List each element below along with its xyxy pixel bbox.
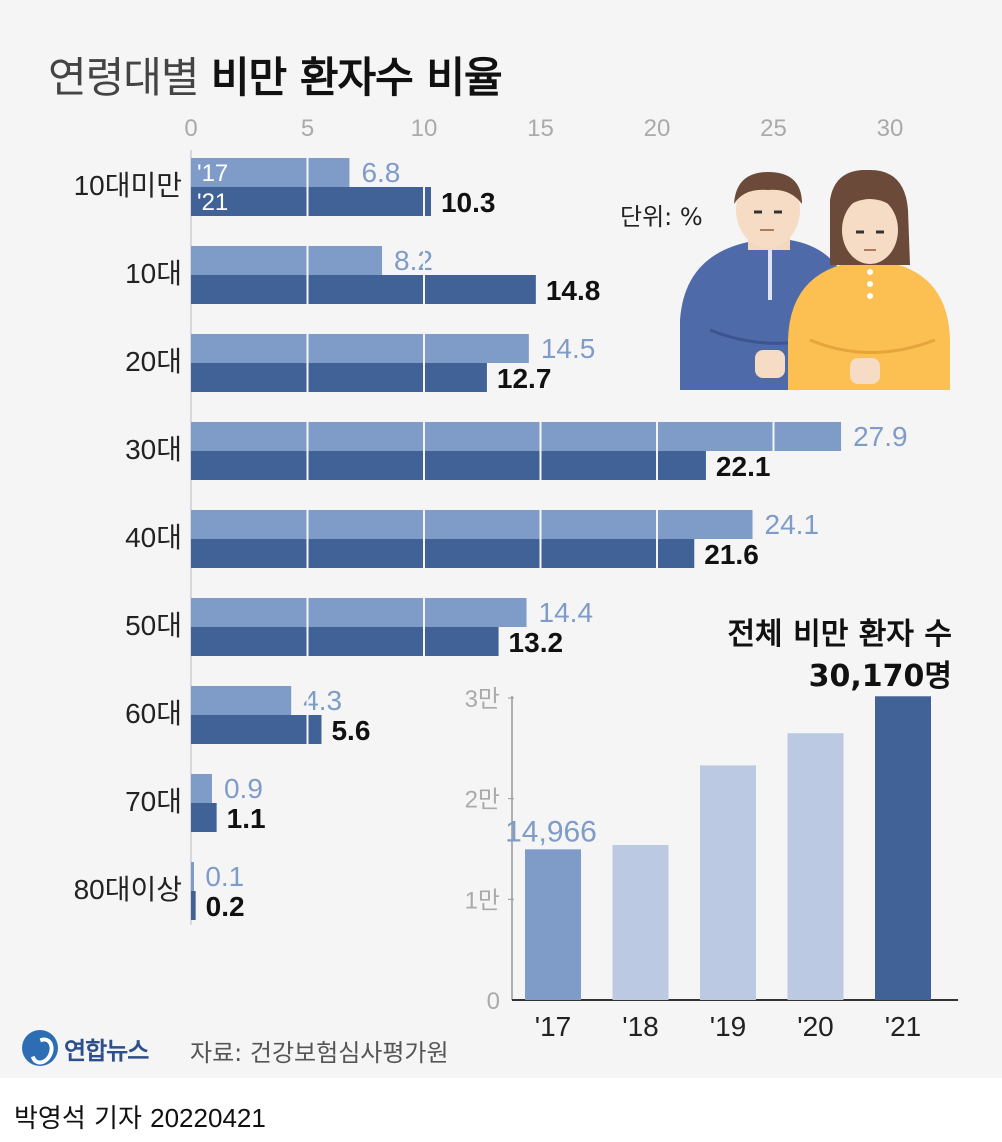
total-value-label: 30,170명	[808, 659, 952, 694]
total-bar	[612, 844, 669, 1000]
byline: 박영석 기자 20220421	[14, 1098, 266, 1135]
bar-21	[191, 187, 431, 216]
bar-17	[191, 158, 350, 187]
total-bar	[525, 849, 581, 1000]
logo-name: 연합뉴스	[64, 1036, 149, 1065]
x-tick-label: 5	[301, 115, 314, 142]
year-label: '17	[535, 1011, 572, 1042]
category-label: 20대	[125, 346, 182, 377]
bar-21	[191, 451, 706, 480]
publish-date: 20220421	[150, 1103, 266, 1133]
value-label-21: 0.2	[206, 891, 245, 922]
title-bold: 비만 환자수 비율	[210, 53, 503, 102]
yonhap-logo: 연합뉴스	[22, 1030, 149, 1066]
value-label-17: 14.5	[541, 333, 596, 364]
value-label-21: 12.7	[497, 363, 552, 394]
value-label-21: 22.1	[716, 451, 771, 482]
value-label-17: 4.3	[303, 685, 342, 716]
year-label: '21	[885, 1011, 922, 1042]
year-label: '18	[622, 1011, 659, 1042]
category-label: 10대	[125, 258, 182, 289]
bar-21	[191, 627, 499, 656]
people-illustration	[680, 170, 950, 390]
bar-17	[191, 598, 527, 627]
bar-21	[191, 539, 695, 568]
bar-17	[191, 246, 383, 275]
y-tick-label: 1만	[465, 887, 500, 914]
x-tick-label: 30	[877, 115, 904, 142]
x-tick-label: 20	[644, 115, 671, 142]
yonhap-logo-icon	[22, 1030, 58, 1066]
value-label-17: 0.9	[224, 773, 263, 804]
source-note: 자료: 건강보험심사평가원	[190, 1039, 449, 1067]
year-label: '19	[710, 1011, 747, 1042]
bar-17	[191, 686, 292, 715]
series-label-17: '17	[197, 160, 228, 187]
value-label-21: 21.6	[704, 539, 759, 570]
value-label-21: 5.6	[331, 715, 370, 746]
bar-17	[191, 862, 194, 891]
total-title-text: 전체 비만 환자 수	[727, 617, 952, 652]
bar-17	[191, 422, 842, 451]
total-chart-title: 전체 비만 환자 수 30,170명	[727, 614, 952, 698]
title-light: 연령대별	[48, 53, 200, 102]
y-tick-label: 2만	[465, 787, 500, 814]
category-label: 10대미만	[74, 170, 182, 201]
value-label-17: 27.9	[853, 421, 908, 452]
bar-21	[191, 363, 487, 392]
x-tick-label: 25	[760, 115, 787, 142]
category-label: 60대	[125, 698, 182, 729]
value-label-21: 14.8	[546, 275, 601, 306]
unit-label: 단위: %	[620, 203, 703, 231]
category-label: 70대	[125, 786, 182, 817]
bar-21	[191, 891, 196, 920]
value-label-21: 10.3	[441, 187, 496, 218]
age-group-bar-chart: 0 5 10 15 20 25 30 10대미만 6.8 10.3 '17'21 10대 8.2 14.8…	[74, 115, 908, 925]
first-value-label: 14,966	[505, 815, 597, 848]
bar-17	[191, 510, 753, 539]
bar-17	[191, 334, 529, 363]
value-label-21: 13.2	[509, 627, 564, 658]
value-label-17: 0.1	[205, 861, 244, 892]
total-patients-bar-chart: 0 1만 2만 3만 '17 '18 '19 '20 '21 14,966	[465, 686, 958, 1042]
total-bar	[700, 765, 756, 1000]
value-label-17: 8.2	[394, 245, 433, 276]
bar-17	[191, 774, 212, 803]
bar-21	[191, 275, 536, 304]
woman-figure	[788, 170, 950, 390]
value-label-21: 1.1	[227, 803, 266, 834]
category-label: 50대	[125, 610, 182, 641]
value-label-17: 24.1	[765, 509, 820, 540]
x-tick-label: 15	[527, 115, 554, 142]
value-label-17: 14.4	[539, 597, 594, 628]
x-tick-label: 0	[184, 115, 197, 142]
y-tick-label: 0	[487, 988, 500, 1015]
category-label: 40대	[125, 522, 182, 553]
x-tick-label: 10	[411, 115, 438, 142]
total-bar	[787, 733, 844, 1000]
category-label: 80대이상	[74, 874, 182, 905]
bar-21	[191, 715, 322, 744]
total-bar	[875, 696, 931, 1000]
page-title: 연령대별 비만 환자수 비율	[48, 44, 503, 105]
category-label: 30대	[125, 434, 182, 465]
value-label-17: 6.8	[361, 157, 400, 188]
year-label: '20	[797, 1011, 834, 1042]
reporter: 박영석 기자	[14, 1104, 142, 1134]
series-label-21: '21	[197, 189, 228, 216]
y-tick-label: 3만	[465, 686, 500, 713]
bar-21	[191, 803, 217, 832]
